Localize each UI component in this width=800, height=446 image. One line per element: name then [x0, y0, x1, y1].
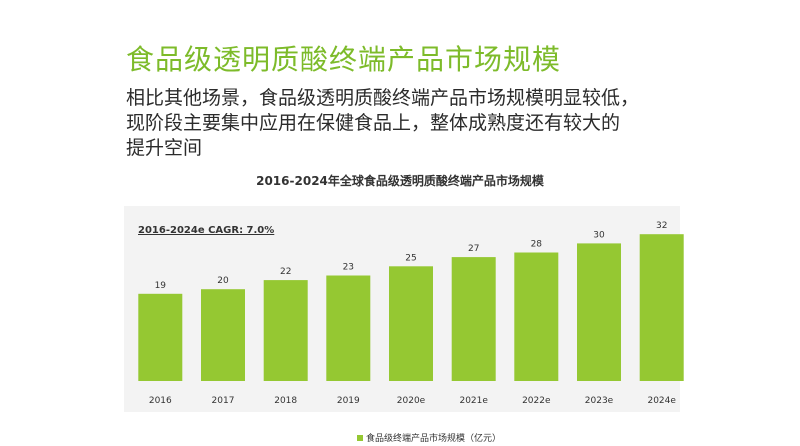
x-tick-label-2024e: 2024e: [647, 396, 676, 406]
bar-2020e: [389, 266, 433, 381]
bar-2022e: [514, 252, 559, 381]
cagr-annotation: 2016-2024e CAGR: 7.0%: [138, 225, 274, 236]
x-tick-label-2016: 2016: [149, 396, 172, 406]
bar-2019: [326, 275, 371, 381]
bar-2016: [138, 293, 183, 381]
value-label-2022e: 28: [531, 240, 543, 250]
bar-2017: [201, 289, 245, 381]
x-tick-label-2021e: 2021e: [459, 396, 488, 406]
chart-area: 2016-2024年全球食品级透明质酸终端产品市场规模 2016-2024e C…: [0, 160, 800, 446]
value-label-2019: 23: [343, 263, 354, 273]
bar-2023e: [577, 243, 621, 381]
legend-swatch: [357, 435, 363, 441]
value-label-2023e: 30: [593, 230, 605, 240]
chart-title: 2016-2024年全球食品级透明质酸终端产品市场规模: [256, 173, 545, 188]
value-label-2016: 19: [155, 281, 167, 291]
value-label-2020e: 25: [405, 253, 416, 263]
x-tick-label-2017: 2017: [212, 396, 235, 406]
value-label-2024e: 32: [656, 221, 667, 231]
value-label-2017: 20: [217, 276, 229, 286]
x-tick-label-2022e: 2022e: [522, 396, 551, 406]
value-label-2018: 22: [280, 267, 291, 277]
subtitle-line-3: 提升空间: [126, 137, 203, 159]
subtitle-line-2: 现阶段主要集中应用在保健食品上，整体成熟度还有较大的: [126, 112, 621, 134]
bar-chart: 2016-2024年全球食品级透明质酸终端产品市场规模 2016-2024e C…: [124, 173, 684, 444]
x-tick-label-2020e: 2020e: [397, 396, 426, 406]
slide-subtitle: 相比其他场景，食品级透明质酸终端产品市场规模明显较低， 现阶段主要集中应用在保健…: [126, 86, 639, 161]
x-tick-label-2018: 2018: [274, 396, 297, 406]
x-tick-label-2019: 2019: [337, 396, 360, 406]
slide-title: 食品级透明质酸终端产品市场规模: [126, 43, 562, 76]
legend-label: 食品级终端产品市场规模（亿元）: [366, 432, 501, 444]
bars-group: 19 2016 20 2017 22 2018 23 2019 25 2020e 27 2021e 28…: [138, 221, 684, 406]
bar-2024e: [639, 234, 684, 381]
subtitle-line-1: 相比其他场景，食品级透明质酸终端产品市场规模明显较低，: [126, 87, 640, 109]
bar-2018: [263, 280, 308, 381]
bar-2021e: [451, 257, 496, 381]
value-label-2021e: 27: [468, 244, 479, 254]
x-tick-label-2023e: 2023e: [585, 396, 614, 406]
